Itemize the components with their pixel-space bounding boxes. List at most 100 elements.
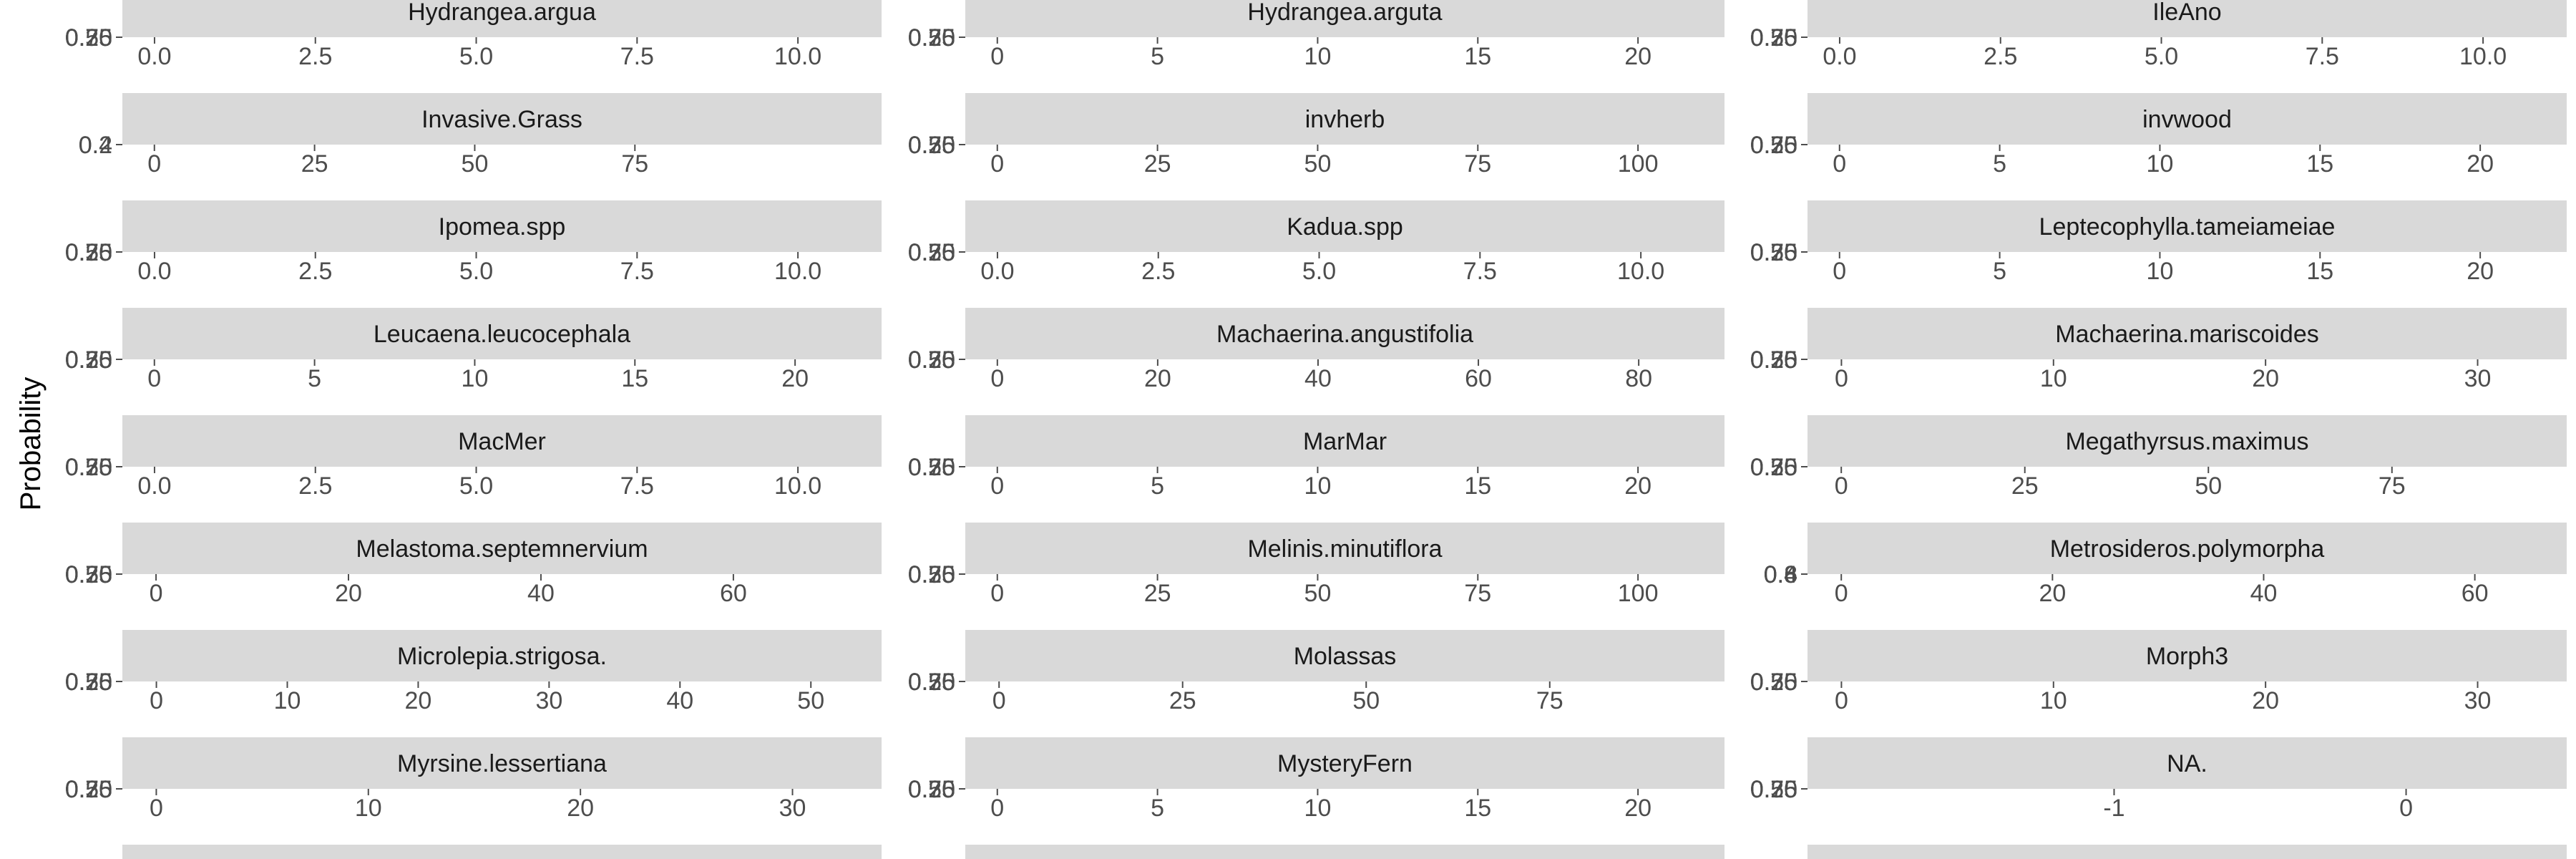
x-tick-label: 10.0 xyxy=(774,258,821,285)
strip-melastoma-septemnervium xyxy=(122,523,882,574)
x-tick-label: 0 xyxy=(150,795,163,822)
y-tick-label: 0.75 xyxy=(908,24,955,52)
strip-label: Metrosideros.polymorpha xyxy=(2050,535,2325,563)
x-tick-label: 5.0 xyxy=(1302,258,1336,285)
strip-molassas xyxy=(965,630,1724,681)
x-tick-label: 10 xyxy=(2040,687,2067,714)
x-tick-label: 0 xyxy=(147,150,161,178)
strip-label: Hydrangea.arguta xyxy=(1247,0,1442,26)
panel-invasive-grass: 0.40.2 Invasive.Grass 0 25 50 75 xyxy=(79,93,882,178)
x-tick-label: 75 xyxy=(2379,472,2406,500)
y-tick-label: 0.25 xyxy=(1750,669,1797,696)
y-tick-label: 0.8 xyxy=(1764,561,1797,588)
x-tick-label: 20 xyxy=(2467,258,2494,285)
x-tick-label: 2.5 xyxy=(298,43,332,70)
strip-macmer xyxy=(122,415,882,467)
strip-morph3 xyxy=(1807,630,2567,681)
y-tick-label: 0.50 xyxy=(65,454,112,481)
strip-melinis-minutiflora xyxy=(965,523,1724,574)
strip-ipomea-spp xyxy=(122,200,882,252)
x-tick-label: 25 xyxy=(301,150,328,178)
x-tick-label: 20 xyxy=(1624,43,1652,70)
panel-ileano: 0.750.500.25 IleAno 0.0 2.5 5.0 7.5 10.0 xyxy=(1750,0,2567,70)
y-tick-label: 0.50 xyxy=(908,561,955,588)
x-tick-label: 15 xyxy=(1464,43,1491,70)
strip-metrosideros-polymorpha xyxy=(1807,523,2567,574)
x-tick-label: 20 xyxy=(335,580,362,607)
panel-marmar: 0.750.500.25 MarMar 0 5 10 15 20 xyxy=(908,415,1724,500)
y-tick-label: 0.75 xyxy=(908,454,955,481)
y-tick-label: 0.4 xyxy=(1764,561,1797,588)
y-tick-label: 0.25 xyxy=(1750,454,1797,481)
strip-hydrangea-arguta xyxy=(965,0,1724,37)
panel-melinis-minutiflora: 0.750.500.25 Melinis.minutiflora 0 25 50 75 10… xyxy=(908,523,1724,607)
y-tick-label: 0.25 xyxy=(1750,24,1797,52)
y-tick-label: 0.75 xyxy=(65,669,112,696)
x-tick-label: 75 xyxy=(1464,150,1491,178)
y-tick-label: 0.75 xyxy=(1750,454,1797,481)
y-tick-label: 0.50 xyxy=(65,561,112,588)
x-tick-label: 2.5 xyxy=(298,258,332,285)
y-tick-label: 0.50 xyxy=(1750,346,1797,374)
x-tick-label: 2.5 xyxy=(1984,43,2017,70)
x-tick-label: 5 xyxy=(1993,150,2006,178)
x-tick-label: 100 xyxy=(1618,150,1659,178)
x-tick-label: 60 xyxy=(1465,365,1492,392)
strip-partial xyxy=(1807,845,2567,859)
x-tick-label: 50 xyxy=(1304,580,1332,607)
x-tick-label: 0.0 xyxy=(137,258,171,285)
x-tick-label: 0 xyxy=(990,43,1004,70)
x-tick-label: 10 xyxy=(1304,43,1332,70)
y-tick-label: 0.25 xyxy=(1750,132,1797,159)
panel-machaerina-angustifolia: 0.750.500.25 Machaerina.angustifolia 0 20 40… xyxy=(908,308,1724,392)
y-axis-title: Probability xyxy=(15,377,47,511)
strip-partial xyxy=(122,845,882,859)
x-tick-label: 50 xyxy=(2195,472,2222,500)
strip-label: Melastoma.septemnervium xyxy=(356,535,648,563)
y-tick-label: 0.75 xyxy=(1750,776,1797,803)
x-tick-label: 0 xyxy=(1835,365,1848,392)
y-tick-label: 0.25 xyxy=(1750,776,1797,803)
strip-machaerina-mariscoides xyxy=(1807,308,2567,359)
strip-microlepia-strigosa xyxy=(122,630,882,681)
x-tick-label: 30 xyxy=(535,687,562,714)
x-tick-label: 25 xyxy=(2011,472,2039,500)
strip-partial xyxy=(965,845,1724,859)
y-tick-label: 0.75 xyxy=(1750,669,1797,696)
x-tick-label: 10.0 xyxy=(1617,258,1664,285)
strip-kadua-spp xyxy=(965,200,1724,252)
strip-label: MysteryFern xyxy=(1277,750,1413,777)
strip-marmar xyxy=(965,415,1724,467)
x-tick-label: 15 xyxy=(621,365,648,392)
x-tick-label: 0 xyxy=(1835,687,1848,714)
x-tick-label: 0 xyxy=(150,580,163,607)
y-tick-label: 0.50 xyxy=(908,454,955,481)
x-tick-label: -1 xyxy=(2103,795,2124,822)
x-tick-label: 25 xyxy=(1169,687,1196,714)
panel-ipomea-spp: 0.750.500.25 Ipomea.spp 0.0 2.5 5.0 7.5 10.0 xyxy=(65,200,882,285)
y-tick-label: 0.50 xyxy=(1750,776,1797,803)
y-tick-label: 0.2 xyxy=(79,132,112,159)
strip-label: Ipomea.spp xyxy=(439,213,566,241)
x-tick-label: 5 xyxy=(308,365,321,392)
y-tick-label: 0.25 xyxy=(65,239,112,266)
strip-na xyxy=(1807,737,2567,789)
x-tick-label: 15 xyxy=(2306,150,2333,178)
y-tick-label: 0.50 xyxy=(908,239,955,266)
x-tick-label: 75 xyxy=(1536,687,1563,714)
strip-invherb xyxy=(965,93,1724,145)
x-tick-label: 50 xyxy=(462,150,489,178)
panel-myrsine-lessertiana: 0.750.500.25 Myrsine.lessertiana 0 10 20 30 xyxy=(65,737,882,822)
x-tick-label: 7.5 xyxy=(620,43,654,70)
strip-invasive-grass xyxy=(122,93,882,145)
x-tick-label: 0 xyxy=(990,795,1004,822)
y-tick-label: 0.75 xyxy=(908,239,955,266)
x-tick-label: 40 xyxy=(666,687,693,714)
y-tick-label: 0.50 xyxy=(908,24,955,52)
x-tick-label: 30 xyxy=(2464,365,2492,392)
strip-label: Machaerina.mariscoides xyxy=(2055,321,2319,348)
x-tick-label: 2.5 xyxy=(298,472,332,500)
y-tick-label: 0.75 xyxy=(65,454,112,481)
x-tick-label: 10.0 xyxy=(774,43,821,70)
